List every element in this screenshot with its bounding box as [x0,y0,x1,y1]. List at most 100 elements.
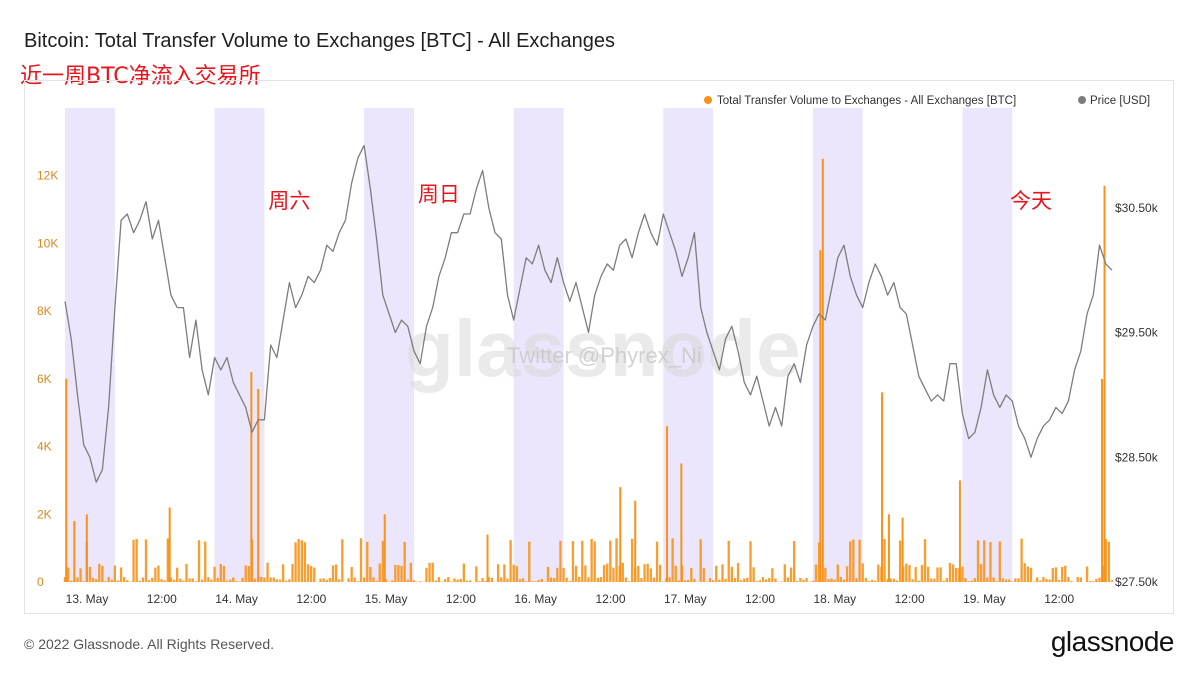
volume-bar [1054,567,1058,582]
volume-bar [428,562,431,582]
volume-bar [989,542,992,582]
volume-bar [334,564,338,582]
volume-bar [621,562,624,582]
volume-bar [1020,538,1023,582]
volume-bar [630,538,634,582]
volume-bar [98,563,101,582]
volume-bar [830,578,833,582]
volume-bar [350,567,353,582]
watermark-credit: Twitter @Phyrex_Ni [507,343,702,368]
volume-bar [1014,578,1017,582]
volume-bar [923,539,927,582]
volume-bar [487,577,490,582]
volume-bar [431,562,434,582]
y-left-tick: 12K [37,169,58,183]
annotation-label: 今天 [1010,189,1052,213]
volume-bar [715,565,718,582]
volume-bar [855,578,858,582]
volume-bar [666,426,669,582]
x-tick: 12:00 [895,592,925,606]
volume-bar [129,581,132,582]
x-tick: 12:00 [296,592,326,606]
volume-bar [571,541,575,582]
volume-bar [241,577,244,582]
volume-bar [1076,577,1079,582]
volume-bar [727,540,730,582]
volume-bar [1060,566,1064,582]
x-tick: 15. May [365,592,408,606]
volume-bar [437,576,441,582]
volume-bar [998,541,1001,582]
volume-bar [819,250,822,582]
volume-bar [1064,565,1067,582]
volume-bar [736,562,740,582]
y-left-tick: 8K [37,304,52,318]
volume-bar [983,540,986,582]
volume-bar [602,565,606,582]
volume-bar [553,578,556,582]
volume-bar [970,580,973,582]
legend[interactable]: Total Transfer Volume to Exchanges - All… [704,95,1150,107]
volume-bar [369,566,372,582]
volume-bar [397,565,400,582]
volume-bar [151,577,154,582]
volume-bar [353,577,356,582]
shade-band-2 [364,108,414,582]
x-tick: 17. May [664,592,707,606]
volume-bar [176,567,179,582]
x-tick: 12:00 [446,592,476,606]
volume-bar [917,580,920,582]
volume-bar [294,542,297,582]
volume-bar [867,581,871,582]
volume-bar [509,540,512,582]
volume-bar [556,567,559,582]
volume-bar [113,565,117,582]
volume-bar [412,580,416,582]
y-left-tick: 10K [37,236,58,250]
volume-bar [73,521,76,582]
volume-bar [362,577,366,582]
volume-bar [475,566,478,582]
volume-bar [107,576,110,582]
volume-bar [612,567,615,582]
volume-bar [465,580,469,582]
volume-bar [926,566,930,582]
shade-band-1 [214,108,265,582]
volume-bar [453,578,456,582]
volume-bar [898,540,902,582]
volume-bar [79,568,82,582]
volume-bar [887,514,890,582]
volume-bar [1098,577,1101,582]
volume-bar [836,564,839,582]
volume-bar [758,580,762,582]
volume-bar [512,564,515,582]
volume-bar [257,389,260,582]
volume-bar [303,542,307,582]
footer-copyright: © 2022 Glassnode. All Rights Reserved. [24,636,275,652]
volume-bar [764,579,768,582]
watermark-logo: glassnode [405,304,801,393]
volume-bar [384,579,388,582]
volume-bar [144,539,148,582]
volume-bar [244,565,247,582]
volume-bar [119,567,123,582]
volume-bar [842,579,846,582]
volume-bar [160,579,163,582]
chart-title: Bitcoin: Total Transfer Volume to Exchan… [24,30,616,52]
shade-band-6 [962,108,1013,582]
volume-bar [877,564,880,582]
volume-bar [291,563,294,582]
volume-bar [219,564,222,582]
volume-bar [200,579,204,582]
volume-bar [1085,566,1089,582]
volume-bar [948,562,952,582]
y-left-tick: 6K [37,372,52,386]
volume-bar [889,578,892,582]
volume-bar [490,577,494,582]
volume-bar [774,578,777,582]
volume-bar [197,540,201,582]
volume-bar [328,578,332,582]
volume-bar [188,578,191,582]
volume-bar [450,581,453,582]
y-right-tick: $27.50k [1115,575,1159,589]
